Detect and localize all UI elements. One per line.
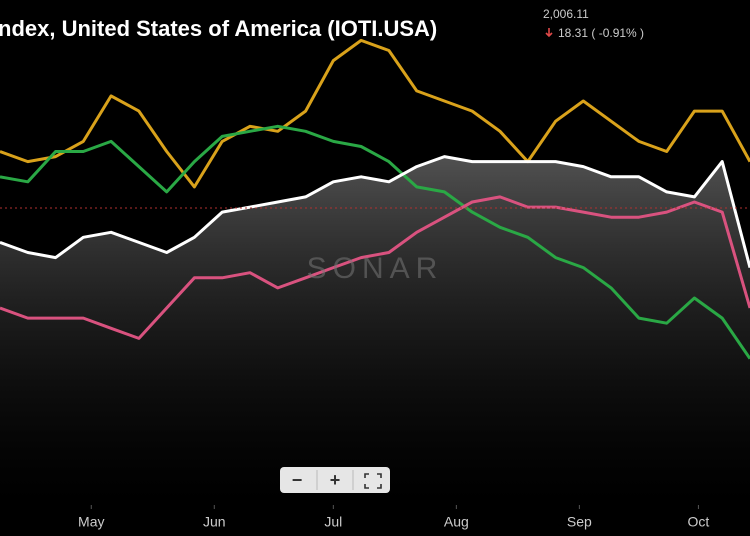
area bbox=[0, 156, 750, 505]
series-line bbox=[0, 38, 750, 189]
zoom-out[interactable]: − bbox=[292, 470, 303, 490]
x-tick-label: Jul bbox=[324, 514, 342, 530]
zoom-in[interactable]: + bbox=[330, 470, 341, 490]
series-line bbox=[0, 155, 750, 268]
down-arrow bbox=[545, 28, 553, 38]
series-line bbox=[0, 195, 750, 340]
plot-area bbox=[0, 38, 750, 505]
x-tick-label: Jun bbox=[203, 514, 226, 530]
x-tick-label: Aug bbox=[444, 514, 469, 530]
x-axis: May Jun Jul Aug Sep Oct bbox=[78, 505, 709, 530]
price-change: 18.31 ( -0.91% ) bbox=[558, 26, 644, 40]
x-tick-label: Sep bbox=[567, 514, 592, 530]
price: 2,006.11 bbox=[543, 7, 589, 21]
controls-box bbox=[280, 467, 390, 493]
series-line bbox=[0, 124, 750, 360]
chart-title: ndex, United States of America (IOTI.USA… bbox=[0, 16, 437, 41]
fullscreen[interactable] bbox=[364, 473, 382, 489]
watermark: SONAR bbox=[307, 252, 444, 285]
zoom-controls: − + bbox=[280, 467, 390, 493]
x-tick-label: Oct bbox=[688, 514, 710, 530]
x-tick-label: May bbox=[78, 514, 104, 530]
